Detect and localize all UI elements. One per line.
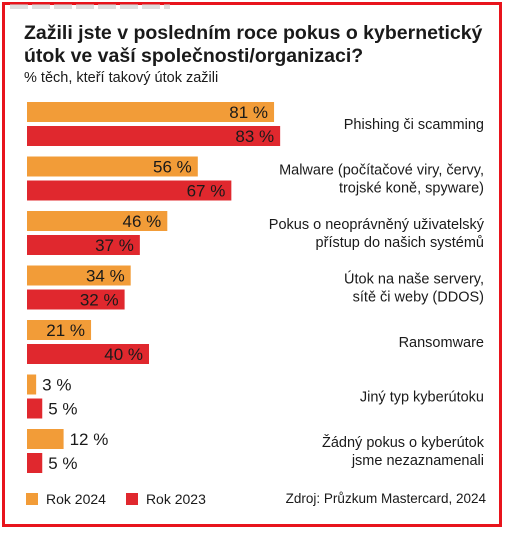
bar-value-label-2024-3: 34 % [86,267,125,286]
legend-item-2023: Rok 2023 [125,491,206,507]
bar-2023-2 [27,235,140,255]
category-label-3-line-1: sítě či weby (DDOS) [353,290,484,306]
bar-2024-6 [27,429,64,449]
bar-value-label-2024-2: 46 % [123,212,162,231]
bar-value-label-2023-5: 5 % [48,400,77,419]
category-label-2-line-1: přístup do našich systémů [316,235,484,251]
legend-label-2023: Rok 2023 [145,491,206,507]
bar-value-label-2023-4: 40 % [104,345,143,364]
legend: Rok 2024 Rok 2023 [26,491,226,507]
bar-value-label-2023-1: 67 % [187,182,226,201]
category-label-5: Jiný typ kyberútoku [360,390,484,406]
chart-frame [2,2,502,527]
bar-2024-4 [27,320,92,340]
category-label-2-line-0: Pokus o neoprávněný uživatelský [269,217,485,233]
category-label-0: Phishing či scamming [344,117,484,133]
chart-title: Zažili jste v posledním roce pokus o kyb… [24,22,483,67]
bar-2023-3 [27,289,125,310]
bar-2024-3 [27,265,131,286]
bar-2024-5 [27,374,37,395]
bar-2024-1 [27,156,198,177]
bar-value-label-2024-1: 56 % [153,158,192,177]
bar-value-label-2023-3: 32 % [80,291,119,310]
category-label-6-line-1: jsme nezaznamenali [351,453,484,469]
bar-value-label-2024-5: 3 % [42,376,71,395]
legend-item-2024: Rok 2024 [26,491,106,507]
bar-value-label-2023-6: 5 % [48,454,77,473]
bar-2024-2 [27,211,168,231]
bar-2023-5 [27,398,43,419]
bar-value-label-2024-0: 81 % [229,103,268,122]
source-note: Zdroj: Průzkum Mastercard, 2024 [285,491,486,506]
category-label-1-line-0: Malware (počítačové viry, červy, [279,163,484,179]
bar-value-label-2023-2: 37 % [95,236,134,255]
chart-subtitle: % těch, kteří takový útok zažili [24,70,219,86]
category-label-4: Ransomware [399,335,484,351]
bar-2023-6 [27,453,43,473]
legend-label-2024: Rok 2024 [46,491,106,507]
bar-2024-0 [27,102,275,122]
legend-swatch-2023 [125,493,138,505]
bar-value-label-2023-0: 83 % [235,127,274,146]
bar-value-label-2024-6: 12 % [70,430,109,449]
category-label-1-line-1: trojské koně, spyware) [339,181,484,197]
bar-2023-0 [27,126,281,146]
bar-value-label-2024-4: 21 % [46,321,85,340]
category-label-6-line-0: Žádný pokus o kyberútok [322,434,485,451]
bar-2023-4 [27,344,149,364]
bar-2023-1 [27,180,232,201]
category-label-3-line-0: Útok na naše servery, [344,271,484,288]
legend-swatch-2024 [26,493,38,505]
header-strip [10,4,170,9]
